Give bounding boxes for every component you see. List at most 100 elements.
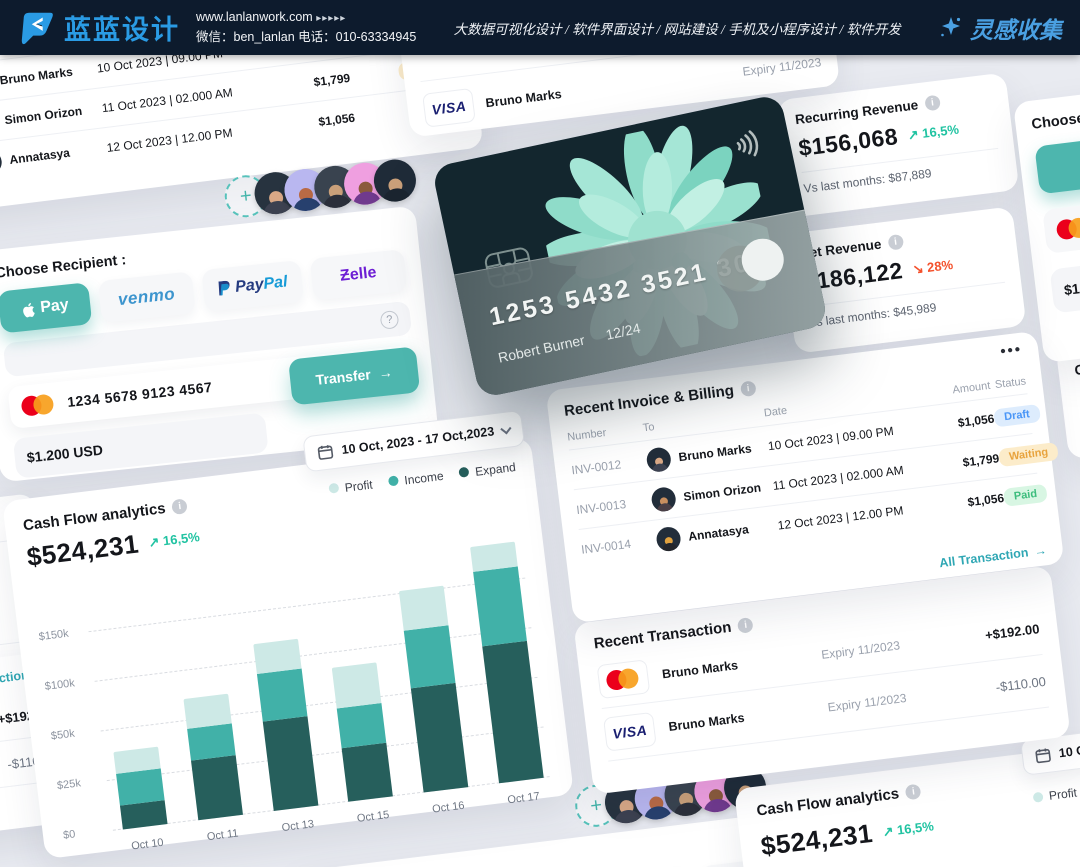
y-tick-label: $0 bbox=[62, 828, 77, 842]
avatar[interactable] bbox=[342, 160, 389, 207]
bar-oct-15[interactable]: Oct 15 bbox=[318, 550, 394, 825]
visa-badge: VISA bbox=[422, 87, 476, 128]
cashflow-card: 10 Oct, 2023 - 17 Oct,2023 Cash Flow ana… bbox=[2, 409, 574, 860]
card-title: Choose Recipient : bbox=[1030, 101, 1080, 133]
avatar bbox=[650, 485, 677, 513]
zelle-button[interactable]: Ƶelle bbox=[309, 249, 408, 301]
venmo-button[interactable]: venmo bbox=[97, 271, 196, 323]
x-tick-label: Oct 16 bbox=[431, 799, 466, 816]
x-tick-label: Oct 17 bbox=[506, 790, 541, 807]
legend-dot-profit bbox=[1032, 791, 1044, 803]
contact-block: www.lanlanwork.com ▸▸▸▸▸ 微信：ben_lanlan 电… bbox=[196, 8, 416, 47]
y-tick-label: $50k bbox=[50, 727, 76, 743]
cashflow-fragment: 10 Oct, 2023 - 17 Oct,2023 Profit Cash F… bbox=[733, 714, 1080, 867]
avatar[interactable] bbox=[252, 170, 299, 217]
bar-oct-17[interactable]: Oct 17 bbox=[469, 532, 544, 806]
y-tick-label: $100k bbox=[44, 677, 76, 693]
info-icon[interactable]: i bbox=[737, 617, 755, 634]
site-url[interactable]: www.lanlanwork.com bbox=[196, 10, 313, 25]
info-icon[interactable]: i bbox=[887, 233, 904, 251]
bar-oct-16[interactable]: Oct 16 bbox=[394, 541, 469, 816]
legend-dot-income bbox=[387, 475, 399, 487]
avatar[interactable] bbox=[371, 157, 419, 204]
bar-oct-11[interactable]: Oct 11 bbox=[168, 569, 243, 843]
info-icon[interactable]: i bbox=[171, 498, 189, 515]
info-icon[interactable]: i bbox=[924, 94, 941, 112]
arrow-right-icon: → bbox=[1033, 543, 1048, 559]
mastercard-icon bbox=[1055, 216, 1080, 242]
credit-card: 1253 5432 3521 3090 Robert Burner 12/24 bbox=[431, 93, 829, 399]
recurring-revenue-card: Recurring Revenue i $156,068 ↗ 16,5% Vs … bbox=[776, 72, 1020, 218]
paypal-button[interactable]: Pay Pal bbox=[201, 260, 304, 313]
bar-segment-income bbox=[116, 768, 165, 806]
bar-segment-income bbox=[337, 702, 387, 749]
bar-segment-profit bbox=[252, 638, 302, 675]
info-icon[interactable]: i bbox=[905, 783, 922, 801]
table-row[interactable]: INV-0013 Simon Orizon 11 Oct 2023 | 02.0… bbox=[573, 432, 1060, 529]
bar-oct-13[interactable]: Oct 13 bbox=[243, 559, 319, 834]
mastercard-icon bbox=[20, 392, 56, 417]
invoice-billing-card: ••• Recent Invoice & Billing i Number To… bbox=[545, 330, 1065, 624]
all-transaction-link[interactable]: All Transaction → bbox=[938, 543, 1048, 571]
amount-input[interactable]: $1.200 USD bbox=[1049, 245, 1080, 314]
x-tick-label: Oct 10 bbox=[130, 836, 165, 853]
avatar[interactable] bbox=[312, 163, 359, 210]
bar-segment-expand bbox=[411, 682, 469, 793]
date-range-picker[interactable]: 10 Oct, 2023 - 17 Oct,2023 bbox=[1020, 714, 1080, 776]
x-tick-label: Oct 13 bbox=[281, 818, 315, 835]
revenue-delta: ↗ 16,5% bbox=[906, 121, 960, 143]
avatar bbox=[0, 148, 4, 176]
paypal-icon bbox=[217, 280, 233, 297]
cashflow-total: $524,231 bbox=[759, 817, 875, 862]
legend-dot-profit bbox=[328, 482, 340, 494]
apple-pay-button[interactable]: Pay bbox=[1034, 128, 1080, 195]
status-badge: Draft bbox=[993, 403, 1041, 427]
bar-segment-income bbox=[256, 668, 308, 722]
apple-pay-button[interactable]: Pay bbox=[0, 282, 92, 334]
status-badge: Paid bbox=[1002, 483, 1048, 507]
recipient-avatars: + bbox=[222, 157, 419, 220]
info-icon[interactable]: i bbox=[739, 380, 757, 398]
date-range-picker[interactable]: 10 Oct, 2023 - 17 Oct,2023 bbox=[302, 409, 526, 473]
site-header: 蓝蓝设计 www.lanlanwork.com ▸▸▸▸▸ 微信：ben_lan… bbox=[0, 0, 1080, 55]
revenue-delta: ↘ 28% bbox=[911, 256, 954, 277]
mastercard-icon bbox=[605, 666, 641, 692]
arrows-icon: ▸▸▸▸▸ bbox=[316, 13, 347, 25]
bar-segment-income bbox=[403, 625, 456, 689]
menu-dots-icon[interactable]: ••• bbox=[999, 340, 1024, 361]
contact-line: 微信：ben_lanlan 电话：010-63334945 bbox=[196, 29, 417, 44]
calendar-icon bbox=[1034, 746, 1052, 764]
help-icon[interactable]: ? bbox=[379, 310, 400, 330]
services-line: 大数据可视化设计 / 软件界面设计 / 网站建设 / 手机及小程序设计 / 软件… bbox=[453, 21, 901, 37]
card-title: Cash Flow analytics bbox=[755, 785, 901, 820]
x-tick-label: Oct 15 bbox=[356, 808, 390, 825]
x-tick-label: Oct 11 bbox=[206, 827, 240, 844]
logo-icon bbox=[18, 9, 56, 47]
bar-oct-10[interactable]: Oct 10 bbox=[93, 578, 168, 853]
avatar bbox=[645, 445, 673, 473]
cashflow-delta: ↗ 16,5% bbox=[881, 817, 935, 839]
bar-segment-profit bbox=[332, 662, 382, 709]
mastercard-badge bbox=[596, 659, 651, 700]
cashflow-total: $524,231 bbox=[25, 528, 141, 573]
bar-segment-income bbox=[473, 566, 527, 647]
legend-dot-expand bbox=[458, 466, 470, 478]
chevron-down-icon bbox=[500, 422, 512, 434]
bar-segment-profit bbox=[183, 693, 232, 729]
choose-recipient-fragment: Choose Recipient : Pay $1.200 USD bbox=[1012, 74, 1080, 364]
y-tick-label: $25k bbox=[56, 777, 82, 793]
avatar bbox=[655, 525, 682, 552]
contactless-icon bbox=[726, 124, 767, 169]
avatar[interactable] bbox=[282, 166, 329, 214]
bar-segment-expand bbox=[482, 640, 544, 784]
status-badge: Waiting bbox=[997, 441, 1060, 467]
visa-badge: VISA bbox=[602, 711, 657, 752]
table-row[interactable]: INV-0014 Annatasya 12 Oct 2023 | 12.00 P… bbox=[578, 472, 1048, 569]
brand-logo[interactable]: 蓝蓝设计 bbox=[18, 8, 180, 47]
revenue-value: $156,068 bbox=[797, 123, 900, 162]
inspiration-collect[interactable]: 灵感收集 bbox=[938, 11, 1062, 45]
card-number-field[interactable] bbox=[1042, 186, 1080, 254]
table-row[interactable]: INV-0012 Bruno Marks 10 Oct 2023 | 09.00… bbox=[568, 393, 1041, 490]
calendar-icon bbox=[317, 443, 335, 461]
